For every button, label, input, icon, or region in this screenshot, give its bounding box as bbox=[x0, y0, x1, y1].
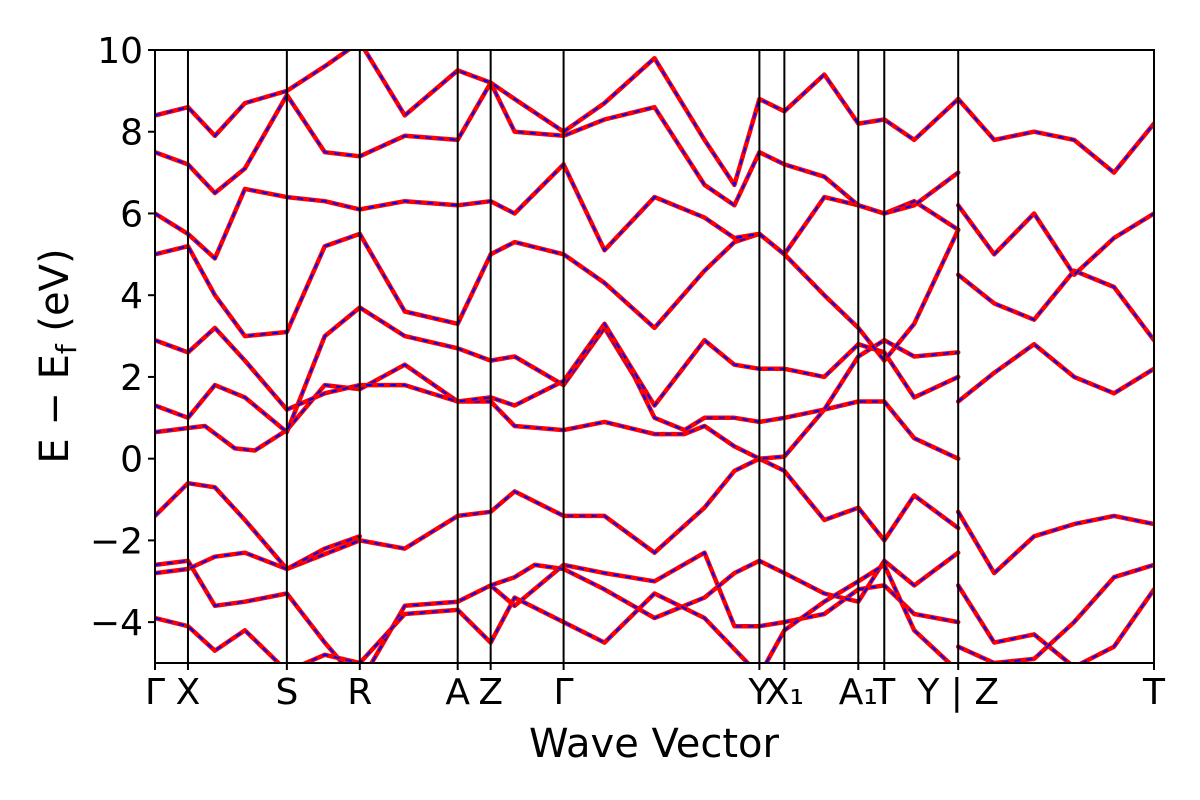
x-tick-label: A₁ bbox=[839, 672, 878, 713]
y-tick-label: 10 bbox=[97, 31, 143, 72]
y-axis-ticks: −4 −2 0 2 4 6 8 10 bbox=[90, 31, 155, 644]
band-line-inner bbox=[155, 551, 959, 663]
band-line-inner bbox=[155, 535, 361, 575]
bands-layer bbox=[155, 50, 1154, 663]
band-17 bbox=[955, 583, 1154, 663]
band-line-outer bbox=[155, 456, 961, 572]
band-11 bbox=[955, 96, 1154, 175]
band-3 bbox=[155, 305, 961, 435]
band-18 bbox=[955, 562, 1154, 663]
band-9 bbox=[955, 203, 1154, 278]
band-line-outer bbox=[955, 96, 1154, 175]
x-tick-label: S bbox=[275, 672, 298, 713]
band-line-outer bbox=[955, 268, 1154, 343]
band-line-inner bbox=[155, 563, 951, 663]
band-line-outer bbox=[155, 162, 961, 261]
band-16 bbox=[155, 562, 953, 663]
y-axis-title-unit: (eV) bbox=[32, 248, 78, 344]
band-line-inner bbox=[957, 342, 1154, 403]
band-4 bbox=[955, 341, 1154, 404]
band-line-inner bbox=[155, 80, 959, 215]
x-tick-label: A bbox=[445, 672, 470, 713]
band-5 bbox=[155, 321, 961, 412]
band-line-outer bbox=[155, 227, 961, 363]
y-tick-label: 8 bbox=[120, 113, 143, 154]
band-line-outer bbox=[955, 341, 1154, 404]
x-tick-label: Y | Z bbox=[916, 672, 999, 713]
y-tick-label: 0 bbox=[120, 440, 143, 481]
band-line-inner bbox=[155, 306, 959, 434]
x-tick-label: Z bbox=[478, 672, 503, 713]
band-line-inner bbox=[155, 162, 959, 261]
band-0 bbox=[155, 456, 961, 572]
band-line-outer bbox=[955, 562, 1154, 663]
band-line-outer bbox=[955, 509, 1154, 576]
band-line-inner bbox=[957, 204, 1154, 277]
band-line-outer bbox=[955, 203, 1154, 278]
band-line-outer bbox=[155, 305, 961, 435]
y-tick-label: 2 bbox=[120, 358, 143, 399]
x-tick-label: Γ bbox=[554, 672, 574, 713]
y-axis-title-sub: f bbox=[50, 343, 83, 354]
y-tick-label: −2 bbox=[90, 521, 143, 562]
band-line-inner bbox=[957, 563, 1154, 663]
y-tick-label: −4 bbox=[90, 603, 143, 644]
band-line-outer bbox=[488, 550, 961, 621]
band-line-inner bbox=[957, 584, 1154, 663]
y-axis-title-main: E − E bbox=[32, 354, 78, 464]
x-tick-label: Γ bbox=[145, 672, 165, 713]
kpoint-lines-layer bbox=[154, 50, 1155, 663]
x-axis-title: Wave Vector bbox=[529, 721, 780, 767]
x-tick-label: T bbox=[872, 672, 896, 713]
band-line-inner bbox=[155, 457, 959, 571]
band-line-inner bbox=[155, 229, 960, 363]
band-15 bbox=[488, 550, 961, 621]
band-8 bbox=[155, 162, 961, 261]
plot-frame bbox=[154, 49, 1155, 664]
band-6 bbox=[155, 227, 961, 363]
x-tick-label: X bbox=[176, 672, 201, 713]
band-7 bbox=[955, 268, 1154, 343]
band-line-inner bbox=[957, 269, 1154, 341]
y-tick-label: 4 bbox=[120, 276, 143, 317]
band-1 bbox=[955, 509, 1154, 576]
x-tick-label: T bbox=[1142, 672, 1166, 713]
band-line-outer bbox=[155, 321, 961, 412]
band-line-outer bbox=[955, 583, 1154, 663]
band-line-inner bbox=[957, 511, 1154, 575]
x-tick-label: X₁ bbox=[765, 672, 804, 713]
y-tick-label: 6 bbox=[120, 194, 143, 235]
y-axis-title: E − Ef (eV) bbox=[32, 248, 83, 463]
x-tick-label: Y bbox=[747, 672, 771, 713]
x-tick-label: R bbox=[347, 672, 372, 713]
